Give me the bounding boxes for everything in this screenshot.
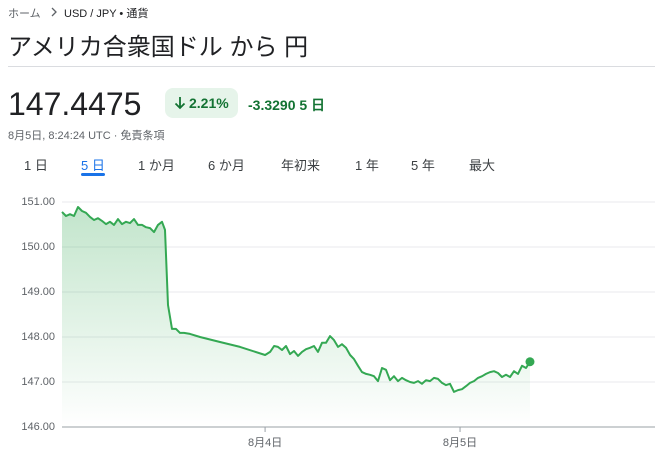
range-tab[interactable]: 5 年 bbox=[411, 158, 435, 173]
timestamp: 8月5日, 8:24:24 UTC · 免責条項 bbox=[8, 130, 165, 142]
breadcrumb-home[interactable]: ホーム bbox=[8, 8, 41, 20]
x-tick-label: 8月5日 bbox=[443, 437, 477, 449]
change-period: 5 日 bbox=[299, 97, 326, 113]
range-tab[interactable]: 1 か月 bbox=[138, 158, 175, 173]
last-point bbox=[525, 357, 535, 367]
x-tick-label: 8月4日 bbox=[248, 437, 282, 449]
y-tick-label: 150.00 bbox=[21, 241, 55, 253]
y-tick-label: 151.00 bbox=[21, 196, 55, 208]
change-pill: 2.21% bbox=[165, 88, 238, 118]
y-tick-label: 147.00 bbox=[21, 376, 55, 388]
breadcrumb-chevron bbox=[51, 7, 57, 17]
change-percent: 2.21% bbox=[189, 95, 229, 111]
range-tab[interactable]: 5 日 bbox=[81, 155, 105, 176]
range-tab[interactable]: 1 日 bbox=[24, 158, 48, 173]
area bbox=[62, 207, 530, 427]
price: 147.4475 bbox=[8, 86, 142, 122]
y-tick-label: 146.00 bbox=[21, 421, 55, 433]
down-arrow bbox=[174, 97, 186, 110]
range-tab[interactable]: 1 年 bbox=[355, 158, 379, 173]
title: アメリカ合衆国ドル から 円 bbox=[8, 34, 309, 61]
y-tick-label: 148.00 bbox=[21, 331, 55, 343]
divider bbox=[8, 66, 655, 67]
range-tab[interactable]: 最大 bbox=[469, 158, 496, 173]
breadcrumb-current: USD / JPY • 通貨 bbox=[64, 8, 149, 20]
line bbox=[61, 206, 531, 393]
y-tick-label: 149.00 bbox=[21, 286, 55, 298]
change: -3.3290 5 日 bbox=[248, 95, 325, 115]
range-tab[interactable]: 6 か月 bbox=[208, 158, 245, 173]
range-tab[interactable]: 年初来 bbox=[281, 158, 321, 173]
change-value: -3.3290 bbox=[248, 97, 296, 113]
